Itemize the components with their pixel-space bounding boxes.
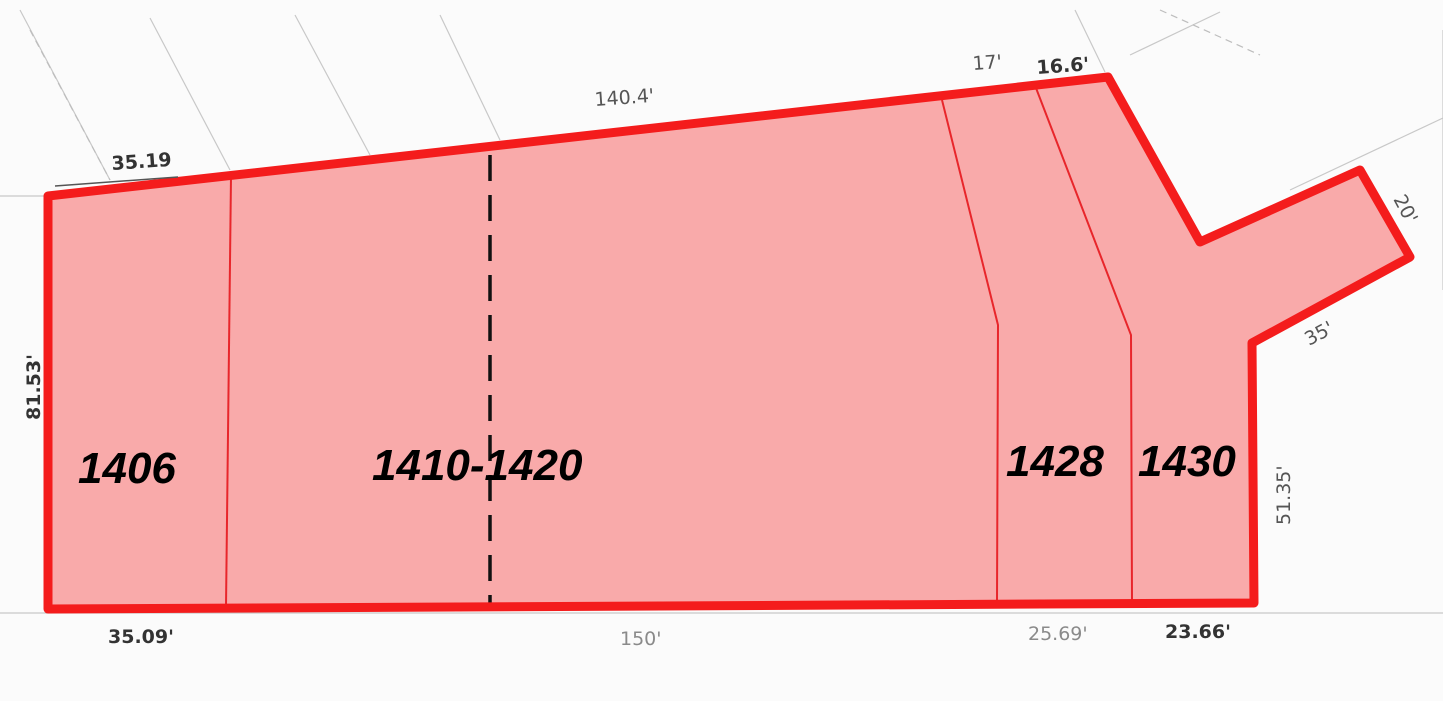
neighbor-line xyxy=(1074,9,1106,73)
lot-label-1430: 1430 xyxy=(1138,437,1236,486)
neighbor-lot-lines xyxy=(0,9,1443,614)
lot-label-1428: 1428 xyxy=(1006,437,1104,486)
neighbor-line xyxy=(149,17,231,171)
parcel-area xyxy=(48,77,1410,609)
dimension-bottom-main: 150' xyxy=(620,628,662,650)
dimension-labels: 35.19 140.4' 17' 16.6' 81.53' 35.09' 150… xyxy=(23,51,1422,650)
dimension-tick xyxy=(54,176,179,187)
parcel-boundary xyxy=(43,72,1415,614)
lot-line-1428-west xyxy=(941,99,1000,603)
dimension-bottom-25-69: 25.69' xyxy=(1028,623,1088,645)
lot-label-1410-1420: 1410-1420 xyxy=(372,441,583,490)
neighbor-line xyxy=(294,14,371,156)
dimension-top-17: 17' xyxy=(972,51,1003,75)
neighbor-dashed-line xyxy=(1159,9,1261,56)
dimension-right-side: 51.35' xyxy=(1273,465,1295,525)
dimension-top-16-6: 16.6' xyxy=(1036,53,1090,79)
neighbor-line xyxy=(1289,117,1443,191)
interior-lot-lines xyxy=(225,87,1133,607)
dimension-bottom-23-66: 23.66' xyxy=(1165,621,1231,643)
lot-line-1406 xyxy=(225,175,232,607)
neighbor-line xyxy=(439,14,501,141)
neighbor-dashed-line xyxy=(29,29,111,181)
dimension-bottom-left: 35.09' xyxy=(108,626,174,648)
lot-line-1428-east xyxy=(1035,87,1133,603)
dimension-top-main: 140.4' xyxy=(594,85,655,111)
lot-labels: 1406 1410-1420 1428 1430 xyxy=(78,437,1236,493)
lot-label-1406: 1406 xyxy=(78,444,176,493)
dimension-left-side: 81.53' xyxy=(23,354,45,420)
dimension-top-left: 35.19 xyxy=(111,149,172,175)
neighbor-line xyxy=(1129,11,1221,56)
